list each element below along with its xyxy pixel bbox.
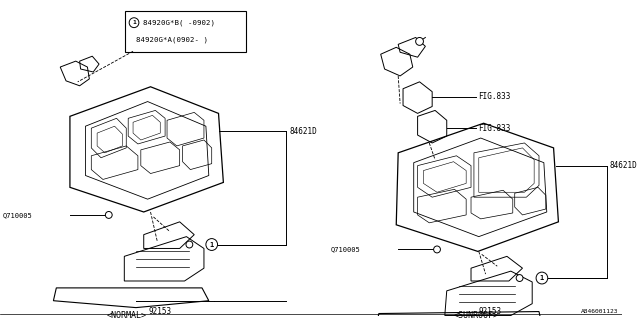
Circle shape — [434, 246, 440, 253]
Circle shape — [206, 239, 218, 251]
Text: 84920G*A(0902- ): 84920G*A(0902- ) — [136, 36, 208, 43]
Circle shape — [106, 212, 112, 218]
Circle shape — [415, 37, 424, 45]
Circle shape — [129, 18, 139, 28]
Text: FIG.833: FIG.833 — [478, 92, 510, 101]
FancyBboxPatch shape — [125, 11, 246, 52]
Circle shape — [536, 272, 548, 284]
Text: 84621D: 84621D — [289, 127, 317, 136]
Text: 1: 1 — [540, 275, 544, 281]
Text: <NORMAL>: <NORMAL> — [106, 311, 147, 320]
Text: 92153: 92153 — [479, 307, 502, 316]
Text: Q710005: Q710005 — [3, 212, 33, 218]
Text: <SUNROOF>: <SUNROOF> — [453, 311, 499, 320]
Circle shape — [186, 241, 193, 248]
Text: 84920G*B( -0902): 84920G*B( -0902) — [143, 20, 215, 26]
Text: 84621D: 84621D — [610, 161, 637, 170]
Text: 1: 1 — [209, 242, 214, 247]
Text: 1: 1 — [132, 20, 136, 25]
Text: 92153: 92153 — [148, 307, 172, 316]
Text: A846001123: A846001123 — [581, 309, 619, 314]
Text: Q710005: Q710005 — [330, 246, 360, 252]
Circle shape — [516, 275, 523, 282]
Text: FIG.833: FIG.833 — [478, 124, 510, 133]
